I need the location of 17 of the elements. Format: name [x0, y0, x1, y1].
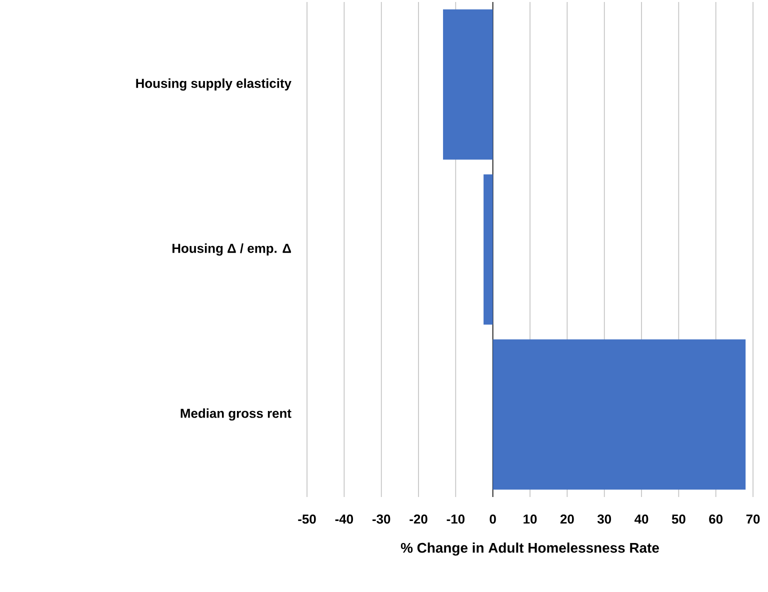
- x-tick-label: 50: [672, 514, 686, 524]
- y-tick-label: Median gross rent: [180, 408, 292, 421]
- x-tick-label: 0: [490, 514, 496, 524]
- x-tick-label: 30: [597, 514, 612, 524]
- x-tick-label: 20: [560, 514, 574, 524]
- x-tick-label: -20: [410, 514, 428, 524]
- y-tick-label: Housing supply elasticity: [136, 78, 292, 91]
- x-tick-label: 40: [634, 514, 648, 524]
- x-axis-title: % Change in Adult Homelessness Rate: [400, 542, 659, 556]
- x-tick-label: -30: [372, 514, 390, 524]
- x-tick-label: 60: [709, 514, 723, 524]
- y-tick-label: Housing Δ / emp. Δ: [172, 243, 291, 256]
- x-tick-label: 10: [524, 514, 537, 524]
- x-tick-label: 70: [746, 514, 760, 524]
- x-tick-label: -10: [446, 514, 464, 524]
- x-tick-label: -40: [335, 514, 353, 524]
- x-tick-label: -50: [298, 514, 316, 524]
